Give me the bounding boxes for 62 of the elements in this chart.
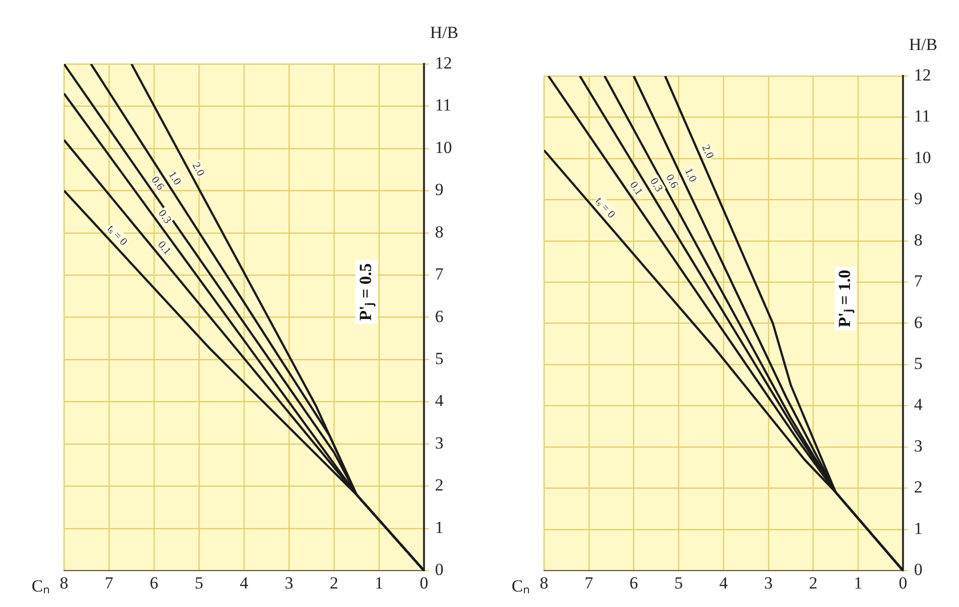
x-tick-label: 5 bbox=[674, 573, 683, 592]
y-tick-label: 12 bbox=[914, 65, 931, 84]
y-tick-label: 2 bbox=[435, 476, 444, 495]
text: 0.3 bbox=[647, 176, 666, 194]
text: 1.0 bbox=[682, 166, 699, 184]
x-tick-label: 0 bbox=[420, 573, 428, 592]
x-tick-label: 0 bbox=[898, 573, 908, 592]
y-tick-label: 9 bbox=[914, 189, 922, 208]
x-tick-label: 1 bbox=[374, 573, 384, 592]
x-tick-label: 8 bbox=[540, 573, 548, 592]
y-tick-label: 10 bbox=[435, 138, 452, 157]
y-tick-label: 11 bbox=[435, 96, 452, 115]
y-tick-label: 8 bbox=[914, 230, 922, 250]
annotation: P'ⱼ = 1.0 bbox=[834, 270, 855, 328]
y-tick-label: 2 bbox=[914, 478, 922, 497]
x-tick-label: 6 bbox=[630, 573, 638, 592]
text: 0.3 bbox=[156, 208, 174, 226]
y-tick-label: 1 bbox=[914, 518, 922, 538]
x-tick-label: 7 bbox=[584, 573, 594, 592]
y-tick-label: 7 bbox=[914, 272, 923, 291]
y-tick-label: 6 bbox=[435, 306, 444, 326]
text: 0.6 bbox=[663, 172, 681, 191]
x-tick-label: 1 bbox=[854, 573, 862, 592]
x-tick-label: 8 bbox=[60, 573, 68, 592]
x-tick-label: 6 bbox=[150, 573, 158, 592]
y-tick-label: 4 bbox=[435, 391, 444, 410]
x-tick-label: 4 bbox=[240, 573, 249, 592]
x-tick-label: 4 bbox=[719, 573, 728, 592]
y-axis-title: H/B bbox=[909, 34, 938, 54]
y-tick-label: 7 bbox=[435, 264, 444, 284]
x-tick-label: 2 bbox=[330, 573, 338, 592]
y-tick-label: 10 bbox=[914, 148, 931, 167]
text: 1.0 bbox=[166, 169, 184, 188]
y-tick-label: 0 bbox=[435, 560, 444, 580]
y-tick-label: 3 bbox=[914, 436, 922, 456]
y-tick-label: 12 bbox=[435, 53, 452, 72]
x-tick-label: 2 bbox=[809, 573, 818, 592]
y-tick-label: 8 bbox=[435, 222, 444, 242]
text: tₛ = 0 bbox=[592, 195, 618, 221]
y-tick-label: 0 bbox=[914, 560, 922, 580]
text: 0.1 bbox=[627, 179, 645, 198]
text: 2.0 bbox=[699, 143, 716, 161]
text: tₛ = 0 bbox=[104, 222, 130, 248]
y-tick-label: 4 bbox=[914, 395, 923, 414]
y-tick-label: 6 bbox=[914, 312, 922, 332]
text: 0.6 bbox=[148, 174, 167, 193]
annotation: P'ⱼ = 0.5 bbox=[356, 263, 376, 321]
x-tick-label: 3 bbox=[764, 573, 773, 592]
y-tick-label: 5 bbox=[435, 348, 444, 368]
y-tick-label: 3 bbox=[435, 433, 444, 452]
x-tick-label: 7 bbox=[104, 573, 114, 592]
y-tick-label: 9 bbox=[435, 180, 444, 200]
y-tick-label: 1 bbox=[435, 518, 444, 537]
text: 2.0 bbox=[190, 160, 207, 179]
y-tick-label: 11 bbox=[914, 106, 930, 126]
y-tick-label: 5 bbox=[914, 354, 922, 373]
y-axis-title: H/B bbox=[430, 22, 458, 42]
x-tick-label: 5 bbox=[194, 573, 204, 592]
x-axis-title: Cₙ bbox=[512, 576, 530, 596]
x-axis-title: Cₙ bbox=[32, 576, 50, 596]
text: 0.1 bbox=[155, 238, 174, 258]
x-tick-label: 3 bbox=[284, 573, 294, 592]
